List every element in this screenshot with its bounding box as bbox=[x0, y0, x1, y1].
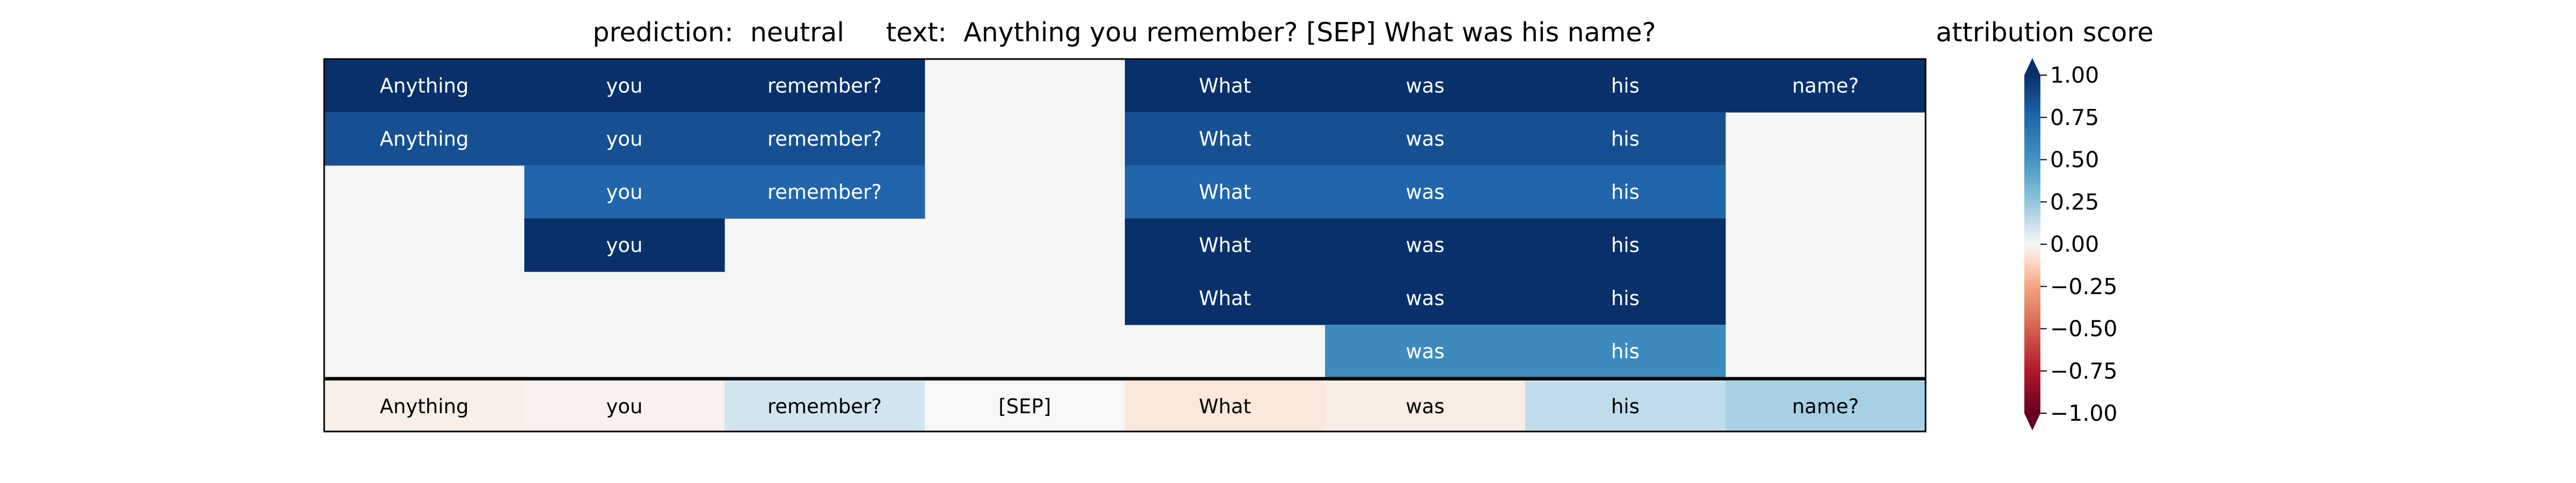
colorbar-bar bbox=[2024, 75, 2040, 413]
attribution-cell bbox=[324, 381, 525, 431]
heatmap-cell-label: his bbox=[1611, 128, 1640, 151]
heatmap-cell-label: was bbox=[1406, 181, 1444, 204]
heatmap-cell bbox=[1525, 59, 1726, 113]
heatmap-cell bbox=[1525, 165, 1726, 219]
heatmap-cell bbox=[524, 59, 725, 113]
colorbar-extend-min bbox=[2024, 413, 2040, 430]
heatmap-cell bbox=[1125, 272, 1326, 325]
colorbar-extend-max bbox=[2024, 58, 2040, 75]
attribution-cell-label: was bbox=[1406, 395, 1444, 418]
heatmap-cell-label: What bbox=[1199, 234, 1251, 257]
heatmap-cell bbox=[524, 112, 725, 166]
heatmap-cell-label: was bbox=[1406, 75, 1444, 98]
attribution-cell bbox=[1525, 381, 1726, 431]
heatmap-cell-label: What bbox=[1199, 181, 1251, 204]
heatmap-cell-label: remember? bbox=[767, 181, 882, 204]
heatmap-cell bbox=[1125, 165, 1326, 219]
heatmap-cell-label: you bbox=[606, 128, 643, 151]
colorbar: attribution score 1.00 0.75 0.50 0.25 0.00 −0… bbox=[1936, 17, 2154, 430]
heatmap-cell-label: was bbox=[1406, 340, 1444, 363]
colorbar-tick-label: 0.50 bbox=[2050, 147, 2099, 173]
heatmap-cell-label: his bbox=[1611, 340, 1640, 363]
heatmap-cell bbox=[1325, 112, 1526, 166]
heatmap-cell-label: his bbox=[1611, 75, 1640, 98]
heatmap-cell-label: Anything bbox=[380, 75, 469, 98]
heatmap-cell-label: What bbox=[1199, 128, 1251, 151]
colorbar-tick-label: 0.00 bbox=[2050, 231, 2099, 257]
attribution-cell bbox=[1725, 381, 1926, 431]
heatmap-cell bbox=[1525, 218, 1726, 272]
heatmap-cell bbox=[1125, 59, 1326, 113]
heatmap-cell-label: name? bbox=[1792, 75, 1859, 98]
heatmap-cell bbox=[1525, 112, 1726, 166]
heatmap-cell bbox=[1525, 325, 1726, 378]
heatmap-cell-label: was bbox=[1406, 128, 1444, 151]
heatmap-cell-label: his bbox=[1611, 181, 1640, 204]
attribution-row-border bbox=[323, 377, 1927, 433]
heatmap-cell-label: his bbox=[1611, 287, 1640, 310]
attribution-cell bbox=[724, 381, 925, 431]
heatmap-cells: Anything you remember? What was his name? Anyth… bbox=[324, 59, 1926, 431]
heatmap-cell-label: was bbox=[1406, 234, 1444, 257]
heatmap-cell-label: you bbox=[606, 181, 643, 204]
heatmap-cell-label: What bbox=[1199, 75, 1251, 98]
colorbar-tick-label: −0.25 bbox=[2050, 274, 2118, 299]
heatmap-cell-label: you bbox=[606, 75, 643, 98]
heatmap-cell bbox=[724, 165, 925, 219]
heatmap-cell bbox=[1325, 218, 1526, 272]
colorbar-tick-label: −0.75 bbox=[2050, 358, 2118, 384]
heatmap-cell-label: remember? bbox=[767, 75, 882, 98]
heatmap-cell-label: was bbox=[1406, 287, 1444, 310]
heatmap-cell bbox=[1125, 112, 1326, 166]
attribution-cell-label: Anything bbox=[380, 395, 469, 418]
heatmap-cell bbox=[524, 165, 725, 219]
heatmap-cell bbox=[524, 218, 725, 272]
attribution-cell-label: his bbox=[1611, 395, 1640, 418]
attribution-cell-label: remember? bbox=[767, 395, 882, 418]
colorbar-tick-label: 1.00 bbox=[2050, 62, 2099, 88]
heatmap-cell-label: remember? bbox=[767, 128, 882, 151]
heatmap-cell bbox=[1325, 325, 1526, 378]
heatmap-frame bbox=[323, 58, 1927, 433]
colorbar-tick-label: −1.00 bbox=[2050, 400, 2118, 426]
heatmap-cell bbox=[724, 112, 925, 166]
heatmap-cell bbox=[1325, 272, 1526, 325]
attribution-cell-label: you bbox=[606, 395, 643, 418]
heatmap-cell-label: What bbox=[1199, 287, 1251, 310]
chart-title: prediction: neutral text: Anything you r… bbox=[592, 17, 1656, 48]
heatmap-cell bbox=[1325, 165, 1526, 219]
heatmap-cell bbox=[1125, 218, 1326, 272]
attribution-cell-label: name? bbox=[1792, 395, 1859, 418]
colorbar-label: attribution score bbox=[1936, 17, 2153, 48]
heatmap-cell bbox=[724, 59, 925, 113]
colorbar-tick-label: −0.50 bbox=[2050, 316, 2118, 342]
attribution-cell-label: What bbox=[1199, 395, 1251, 418]
colorbar-tick-label: 0.75 bbox=[2050, 105, 2099, 130]
colorbar-tick-label: 0.25 bbox=[2050, 189, 2099, 215]
attribution-cell bbox=[925, 381, 1125, 431]
heatmap-cell bbox=[1525, 272, 1726, 325]
heatmap-cell bbox=[1725, 59, 1926, 113]
attribution-cell bbox=[524, 381, 725, 431]
heatmap-cell bbox=[324, 59, 525, 113]
attribution-cell-label: [SEP] bbox=[998, 395, 1051, 418]
attribution-cell bbox=[1325, 381, 1526, 431]
heatmap-cell bbox=[324, 112, 525, 166]
heatmap-cell-label: his bbox=[1611, 234, 1640, 257]
attribution-cell bbox=[1125, 381, 1326, 431]
heatmap-cell bbox=[1325, 59, 1526, 113]
heatmap-cell-label: Anything bbox=[380, 128, 469, 151]
heatmap-cell-label: you bbox=[606, 234, 643, 257]
